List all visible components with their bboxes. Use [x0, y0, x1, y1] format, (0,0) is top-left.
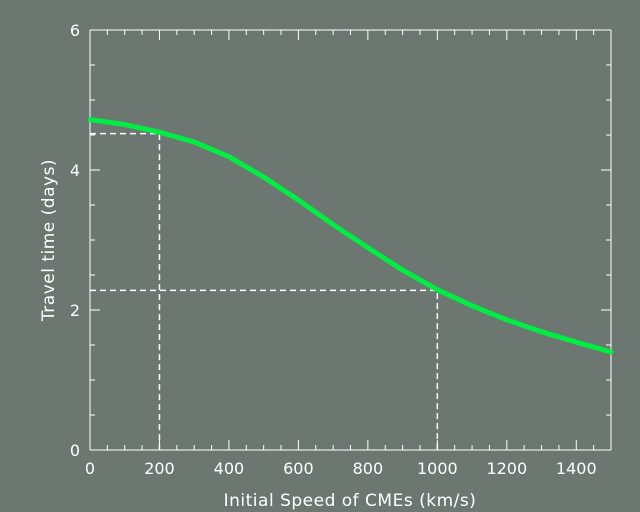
x-tick-label-400: 400	[214, 459, 245, 478]
x-tick-label-1400: 1400	[556, 459, 597, 478]
x-tick-label-1200: 1200	[486, 459, 527, 478]
y-tick-label-0: 0	[70, 441, 80, 460]
x-axis-label: Initial Speed of CMEs (km/s)	[224, 491, 477, 511]
tick-labels: 0 200 400 600 800 1000 1200 1400 0 2 4 6	[70, 21, 597, 478]
reference-guides	[90, 132, 439, 450]
x-tick-label-200: 200	[144, 459, 175, 478]
y-axis-label: Travel time (days)	[39, 159, 59, 322]
ticks	[89, 29, 612, 451]
series-line-0	[87, 117, 614, 355]
y-tick-label-2: 2	[70, 301, 80, 320]
x-tick-label-1000: 1000	[417, 459, 458, 478]
y-tick-label-6: 6	[70, 21, 80, 40]
plot-frame	[89, 29, 612, 451]
x-tick-label-800: 800	[353, 459, 384, 478]
y-tick-label-4: 4	[70, 161, 80, 180]
reference-guide-200	[90, 132, 161, 450]
reference-guide-1000	[90, 289, 439, 450]
x-tick-label-0: 0	[85, 459, 95, 478]
series-layer	[87, 117, 614, 355]
x-tick-label-600: 600	[283, 459, 314, 478]
